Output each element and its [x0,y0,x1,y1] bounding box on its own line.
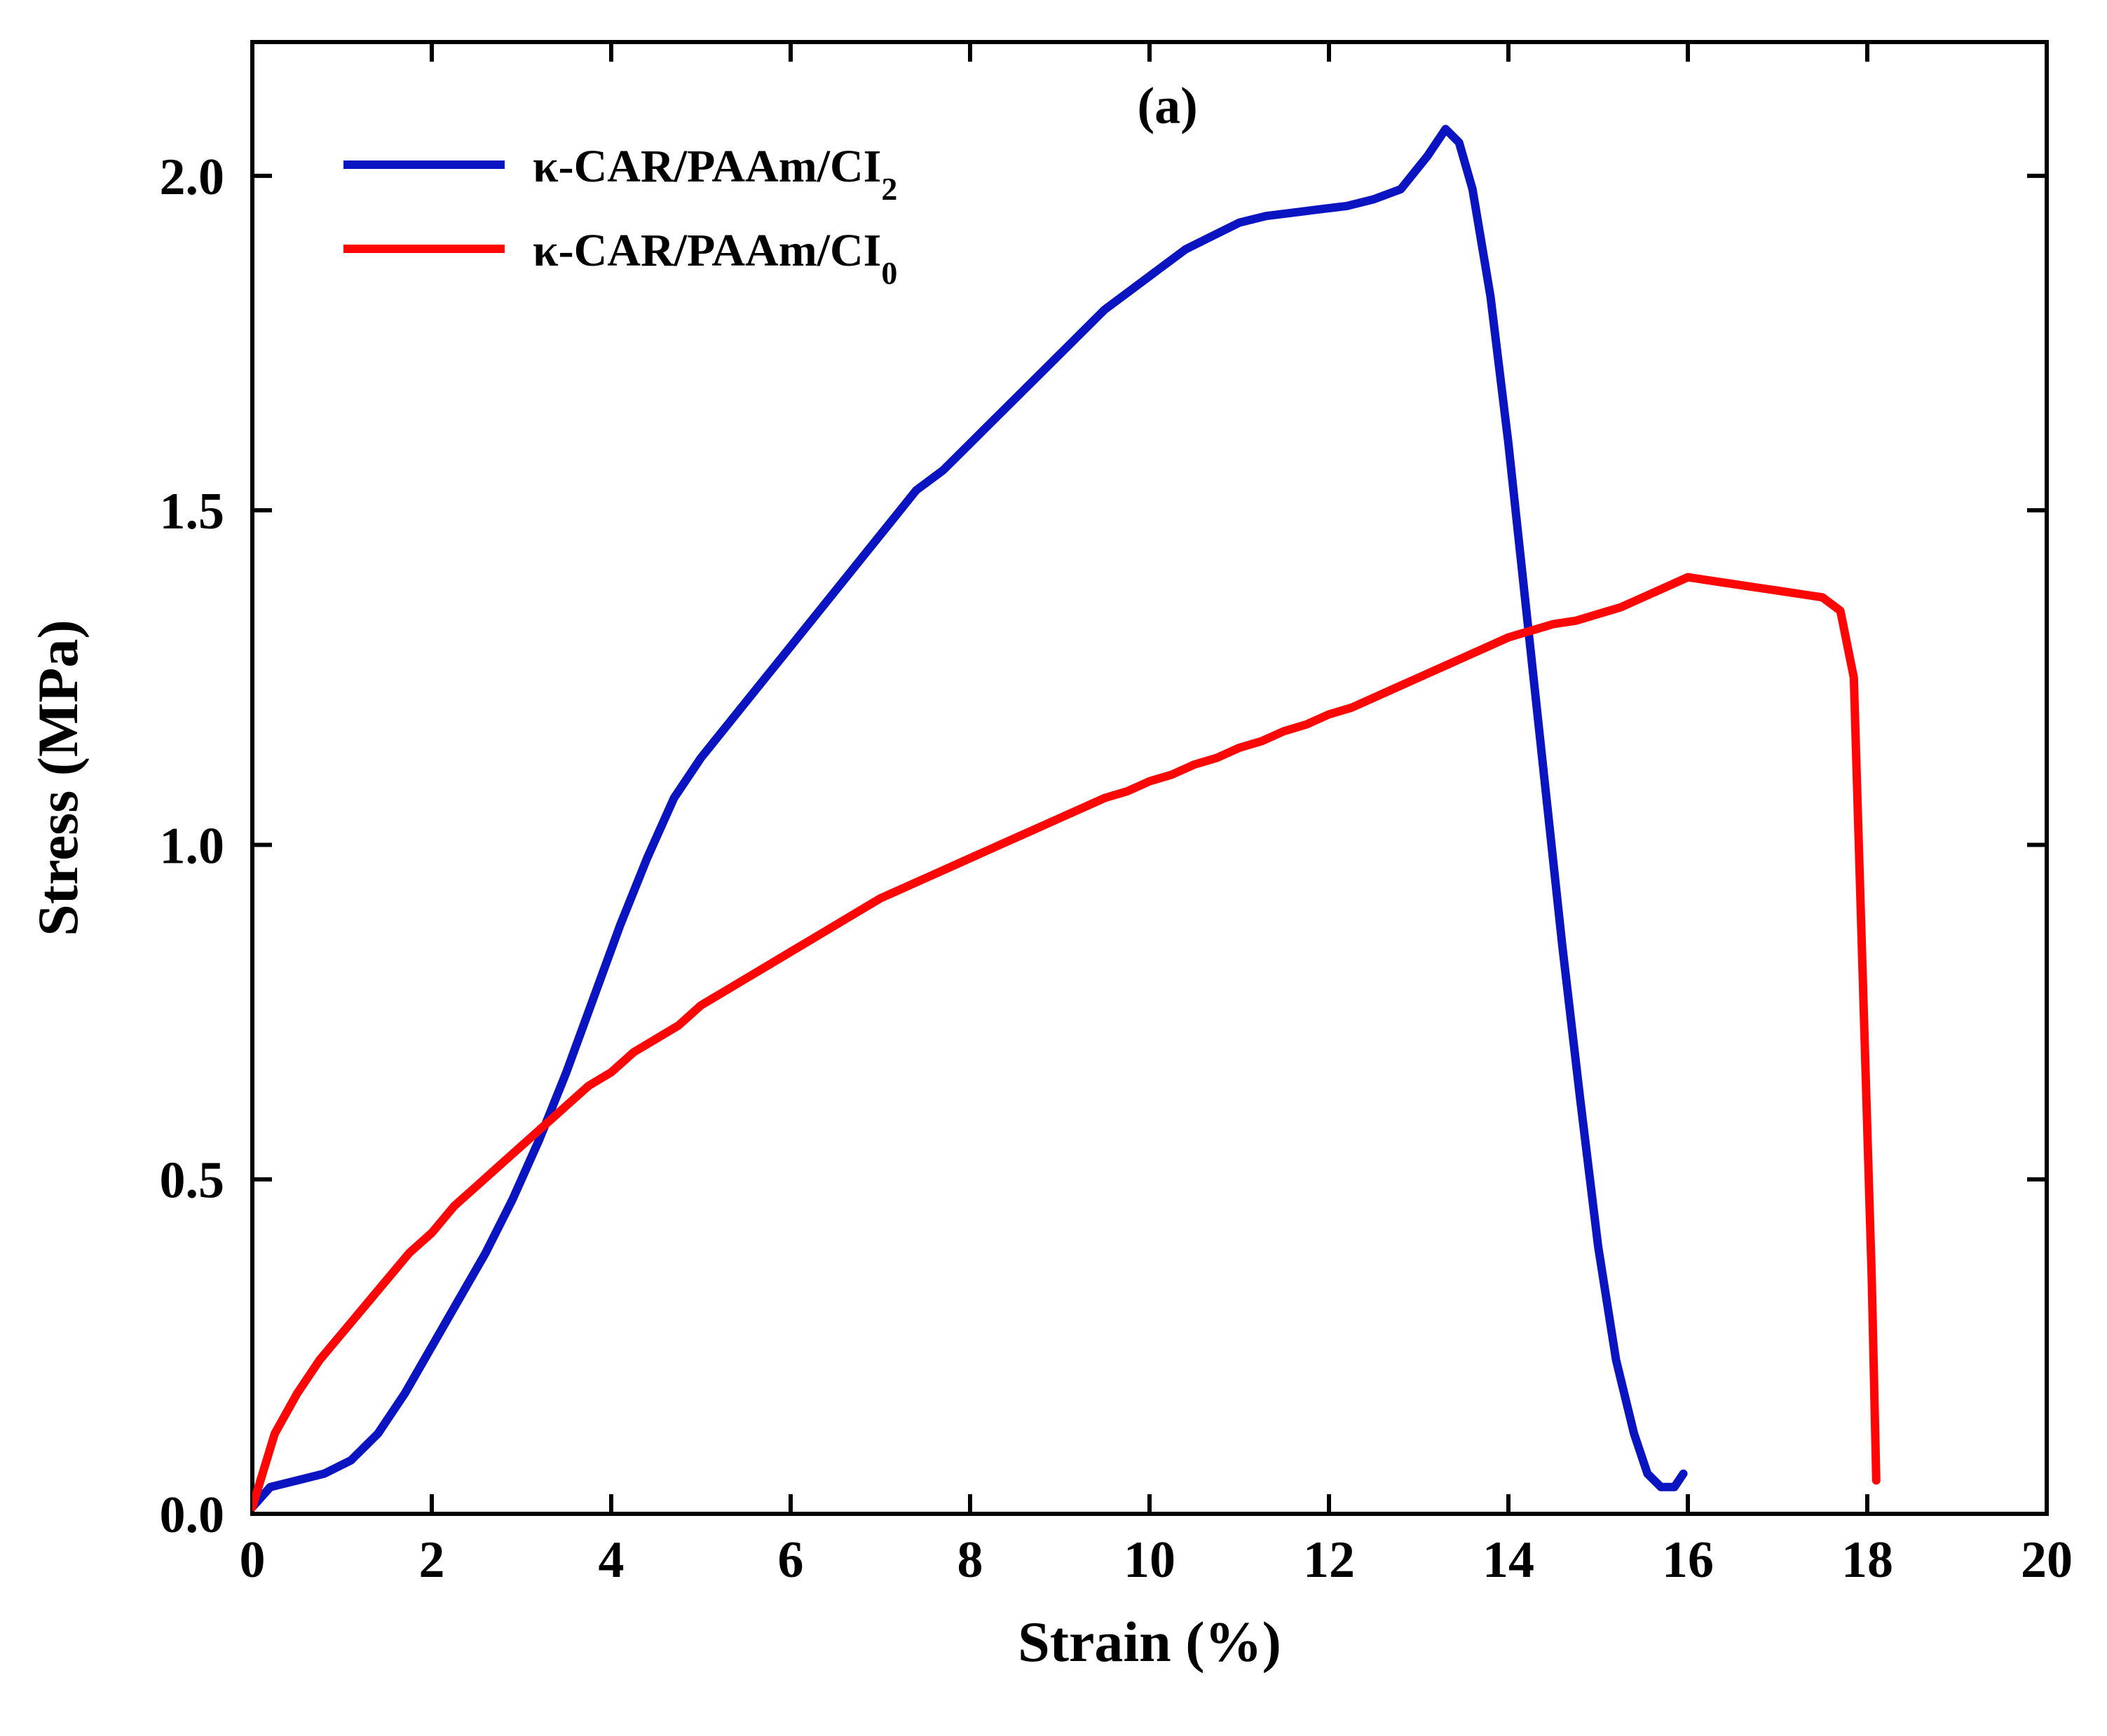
x-tick-label: 10 [1124,1531,1175,1589]
x-tick-label: 12 [1303,1531,1355,1589]
y-tick-label: 1.0 [160,817,225,875]
stress-strain-chart: 024681012141618200.00.51.01.52.0Strain (… [0,0,2107,1736]
x-tick-label: 6 [778,1531,804,1589]
y-tick-label: 0.0 [160,1486,225,1544]
y-tick-label: 1.5 [160,483,225,540]
x-tick-label: 20 [2021,1531,2073,1589]
x-tick-label: 4 [599,1531,625,1589]
y-axis-label: Stress (MPa) [26,620,90,936]
chart-container: 024681012141618200.00.51.01.52.0Strain (… [0,0,2107,1736]
y-tick-label: 0.5 [160,1152,225,1210]
x-tick-label: 0 [240,1531,266,1589]
panel-label: (a) [1137,78,1197,135]
y-tick-label: 2.0 [160,149,225,206]
x-axis-label: Strain (%) [1018,1610,1281,1674]
x-tick-label: 16 [1662,1531,1714,1589]
x-tick-label: 14 [1482,1531,1534,1589]
legend-label-sub-0: 2 [881,171,897,207]
x-tick-label: 18 [1841,1531,1893,1589]
x-tick-label: 8 [957,1531,983,1589]
legend-label-sub-1: 0 [881,255,897,291]
x-tick-label: 2 [419,1531,445,1589]
